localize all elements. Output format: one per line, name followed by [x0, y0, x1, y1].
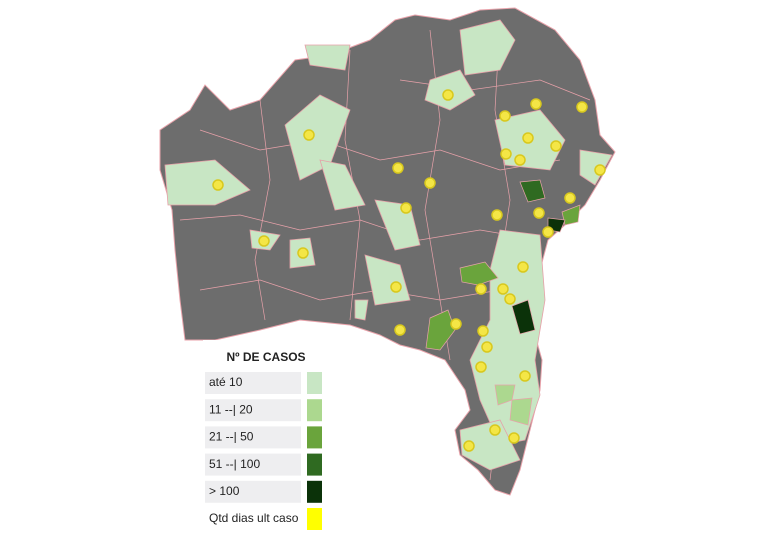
case-day-dots [212, 89, 606, 452]
legend-label: Qtd dias ult caso [209, 511, 299, 525]
legend: Nº DE CASOS até 10 11 --| 20 21 --| 50 51 -… [203, 340, 333, 533]
legend-swatch [307, 480, 322, 503]
legend-label: > 100 [209, 484, 240, 498]
state-map [159, 7, 616, 496]
legend-swatch [307, 453, 322, 476]
legend-label-background [205, 399, 301, 422]
legend-label-background [205, 453, 301, 476]
legend-swatch [307, 399, 322, 422]
legend-label-background [205, 426, 301, 449]
legend-label: até 10 [209, 375, 243, 389]
legend-label-background [205, 372, 301, 394]
legend-swatch [307, 372, 322, 394]
legend-label: 21 --| 50 [209, 430, 254, 444]
darker-regions [425, 179, 581, 426]
legend-title: Nº DE CASOS [226, 350, 305, 364]
legend-label-background [205, 480, 301, 503]
legend-label: 51 --| 100 [209, 457, 260, 471]
legend-swatch [307, 426, 322, 449]
legend-label: 11 --| 20 [209, 402, 253, 416]
legend-swatch [307, 508, 322, 530]
